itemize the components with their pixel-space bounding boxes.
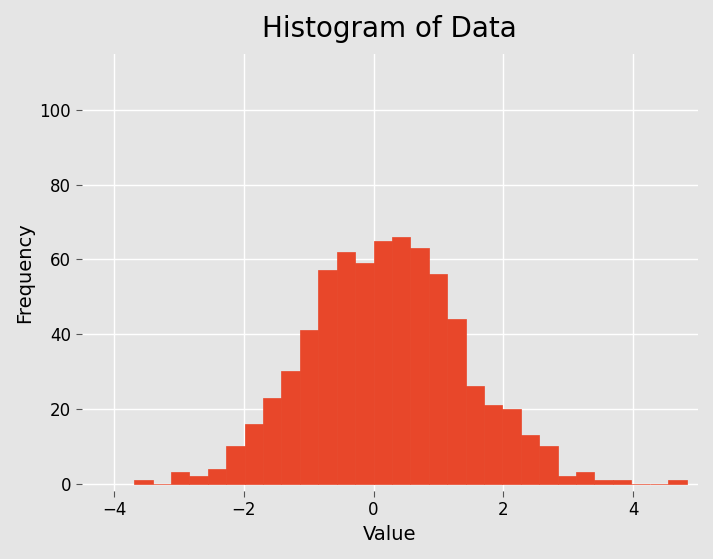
Bar bbox=[392, 237, 411, 484]
Bar bbox=[207, 468, 226, 484]
Bar bbox=[171, 472, 190, 484]
Bar bbox=[503, 409, 520, 484]
Bar bbox=[374, 240, 392, 484]
Title: Histogram of Data: Histogram of Data bbox=[262, 15, 517, 43]
Bar bbox=[558, 476, 576, 484]
Bar bbox=[539, 446, 558, 484]
Bar bbox=[576, 472, 595, 484]
Bar bbox=[245, 424, 263, 484]
X-axis label: Value: Value bbox=[363, 525, 416, 544]
Bar bbox=[190, 476, 207, 484]
Bar bbox=[411, 248, 429, 484]
Bar bbox=[226, 446, 245, 484]
Bar bbox=[134, 480, 153, 484]
Bar bbox=[466, 386, 484, 484]
Bar bbox=[300, 330, 318, 484]
Y-axis label: Frequency: Frequency bbox=[15, 222, 34, 323]
Bar bbox=[668, 480, 687, 484]
Bar bbox=[520, 435, 539, 484]
Bar bbox=[282, 371, 300, 484]
Bar bbox=[429, 274, 447, 484]
Bar bbox=[595, 480, 613, 484]
Bar bbox=[447, 319, 466, 484]
Bar bbox=[613, 480, 631, 484]
Bar bbox=[263, 397, 282, 484]
Bar bbox=[484, 405, 503, 484]
Bar bbox=[337, 252, 355, 484]
Bar bbox=[355, 263, 374, 484]
Bar bbox=[318, 271, 337, 484]
